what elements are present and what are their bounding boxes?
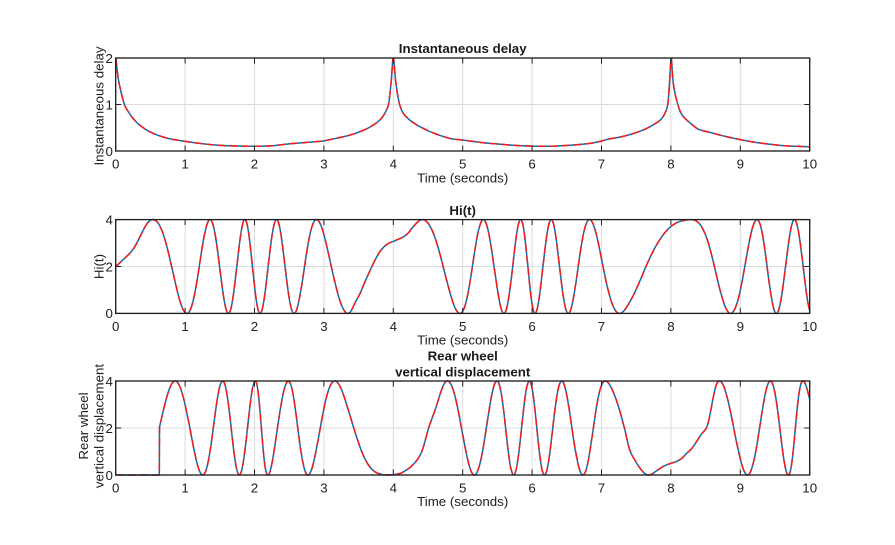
svg-text:vertical displacement: vertical displacement — [92, 364, 107, 488]
svg-text:10: 10 — [802, 319, 817, 334]
svg-text:6: 6 — [528, 481, 535, 496]
svg-text:4: 4 — [105, 212, 112, 227]
svg-text:0: 0 — [112, 481, 119, 496]
svg-text:Hi(t): Hi(t) — [449, 203, 476, 218]
svg-text:10: 10 — [802, 481, 817, 496]
svg-text:6: 6 — [528, 157, 535, 172]
svg-text:Time (seconds): Time (seconds) — [417, 170, 508, 185]
svg-text:2: 2 — [251, 481, 258, 496]
svg-text:9: 9 — [737, 481, 744, 496]
svg-text:4: 4 — [390, 481, 397, 496]
svg-text:1: 1 — [181, 157, 188, 172]
svg-text:Time (seconds): Time (seconds) — [417, 333, 508, 348]
svg-text:10: 10 — [802, 157, 817, 172]
svg-text:4: 4 — [105, 374, 112, 389]
svg-text:2: 2 — [105, 259, 112, 274]
svg-text:4: 4 — [390, 157, 397, 172]
svg-text:7: 7 — [598, 157, 605, 172]
svg-text:Rear wheel: Rear wheel — [76, 392, 91, 459]
svg-text:7: 7 — [598, 481, 605, 496]
svg-text:2: 2 — [105, 51, 112, 66]
svg-text:7: 7 — [598, 319, 605, 334]
svg-text:Rear wheel: Rear wheel — [428, 349, 498, 364]
svg-text:vertical displacement: vertical displacement — [395, 364, 531, 379]
svg-text:3: 3 — [320, 481, 327, 496]
svg-text:4: 4 — [390, 319, 397, 334]
svg-text:8: 8 — [667, 319, 674, 334]
svg-text:2: 2 — [251, 157, 258, 172]
svg-text:0: 0 — [105, 144, 112, 159]
svg-text:9: 9 — [737, 319, 744, 334]
svg-text:0: 0 — [105, 306, 112, 321]
svg-text:5: 5 — [459, 481, 466, 496]
svg-text:8: 8 — [667, 157, 674, 172]
svg-text:8: 8 — [667, 481, 674, 496]
svg-text:Instantaneous delay: Instantaneous delay — [399, 41, 527, 56]
svg-text:3: 3 — [320, 319, 327, 334]
svg-text:9: 9 — [737, 157, 744, 172]
svg-text:5: 5 — [459, 157, 466, 172]
svg-text:5: 5 — [459, 319, 466, 334]
svg-text:1: 1 — [181, 481, 188, 496]
svg-text:Instantaneous delay: Instantaneous delay — [92, 46, 107, 165]
svg-text:Hi(t): Hi(t) — [92, 254, 107, 279]
svg-text:0: 0 — [112, 157, 119, 172]
svg-text:1: 1 — [105, 97, 112, 112]
svg-text:2: 2 — [105, 421, 112, 436]
svg-text:0: 0 — [112, 319, 119, 334]
svg-text:3: 3 — [320, 157, 327, 172]
svg-text:1: 1 — [181, 319, 188, 334]
svg-text:6: 6 — [528, 319, 535, 334]
svg-text:Time (seconds): Time (seconds) — [417, 494, 508, 509]
svg-text:2: 2 — [251, 319, 258, 334]
svg-text:0: 0 — [105, 468, 112, 483]
